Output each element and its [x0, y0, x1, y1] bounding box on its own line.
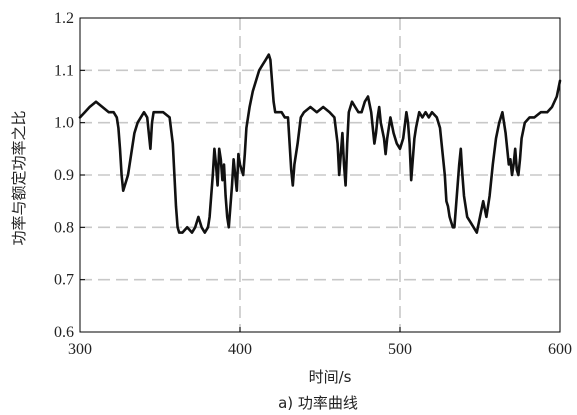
line-layer [78, 53, 562, 234]
y-tick-label: 0.8 [54, 219, 74, 236]
y-tick-label: 1.0 [54, 115, 74, 132]
grid-layer [80, 18, 560, 332]
y-tick-label: 0.9 [54, 167, 74, 184]
y-axis-label: 功率与额定功率之比 [10, 110, 28, 245]
y-tick-label: 1.1 [54, 62, 74, 79]
y-tick-label: 0.7 [54, 272, 74, 289]
x-tick-label: 400 [228, 341, 252, 358]
x-axis-label: 时间/s [309, 368, 352, 386]
tick-layer: 0.6 0.7 0.8 0.9 1.0 1.1 1.2 300 400 500 600 [54, 10, 572, 358]
x-tick-label: 300 [68, 341, 92, 358]
x-tick-label: 600 [548, 341, 572, 358]
figure-caption: a) 功率曲线 [278, 394, 358, 412]
series-line-0 [78, 53, 562, 234]
y-tick-label: 0.6 [54, 324, 74, 341]
x-tick-label: 500 [388, 341, 412, 358]
y-tick-label: 1.2 [54, 10, 74, 27]
